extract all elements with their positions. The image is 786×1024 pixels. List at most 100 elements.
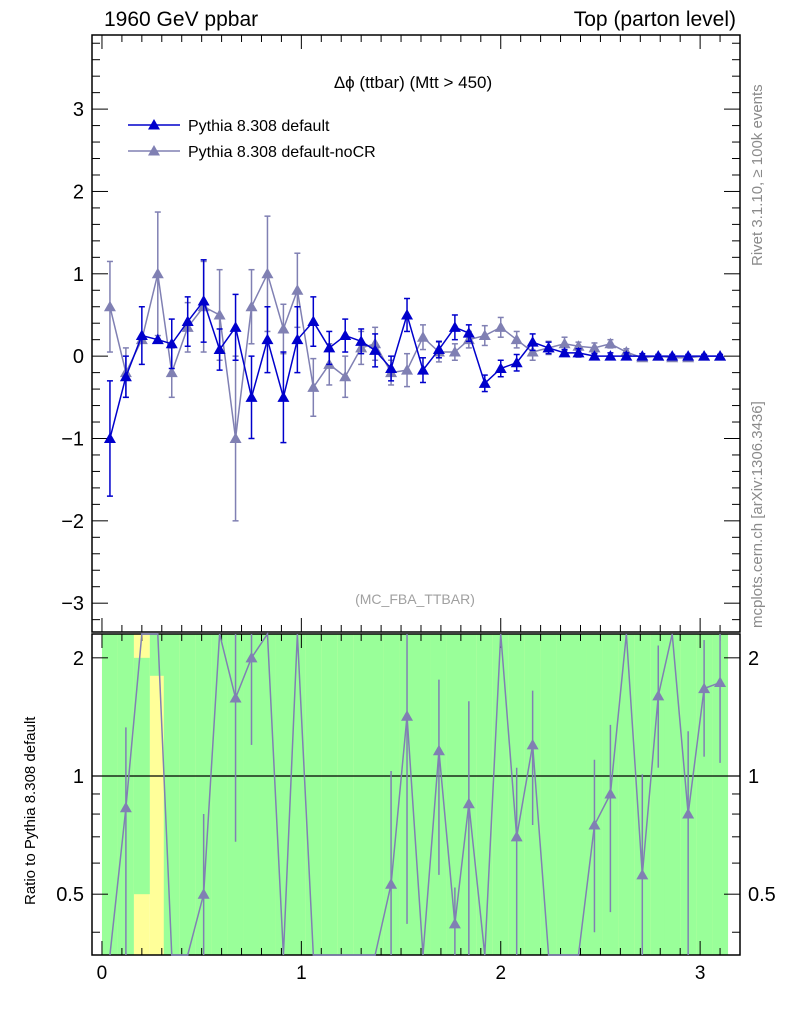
data-point: [714, 350, 727, 361]
data-point: [261, 267, 274, 279]
series-line-1: [109, 271, 721, 439]
data-point: [165, 366, 178, 378]
data-point: [165, 337, 178, 349]
main-frame: [91, 34, 741, 633]
data-point: [213, 308, 226, 320]
data-point: [636, 350, 649, 361]
ratio-band-green: [415, 634, 431, 955]
data-point: [588, 341, 601, 353]
ratio-band-yellow: [149, 634, 166, 955]
ratio-band-green: [321, 634, 338, 955]
ratio-band-green: [179, 634, 196, 955]
ratio-band-green: [195, 634, 212, 955]
data-point: [307, 381, 320, 392]
data-point: [558, 346, 571, 358]
ratio-band-green: [211, 634, 228, 955]
ratio-frame: [91, 633, 741, 956]
ratio-y-tick-label: 2: [73, 648, 84, 670]
ratio-band-green: [243, 634, 260, 955]
data-point: [494, 321, 507, 332]
data-point: [666, 350, 679, 361]
data-point: [369, 344, 382, 355]
data-point: [151, 333, 164, 345]
data-point: [510, 333, 523, 345]
ratio-point: [682, 808, 695, 819]
analysis-label: (MC_FBA_TTBAR): [355, 591, 475, 607]
data-point: [416, 364, 429, 375]
data-point: [213, 343, 226, 355]
data-point: [119, 370, 132, 382]
data-point: [245, 300, 258, 312]
ratio-point: [510, 830, 523, 842]
data-point: [494, 362, 507, 373]
main-y-tick-label: −2: [61, 511, 84, 533]
ratio-y-tick-label: 1: [73, 766, 84, 788]
ratio-point: [197, 888, 210, 899]
data-point: [526, 336, 539, 347]
data-point: [151, 267, 164, 279]
ratio-band-green: [259, 634, 276, 955]
x-tick-label: 1: [296, 963, 307, 984]
data-point: [510, 356, 523, 368]
legend-marker: [148, 119, 160, 130]
ratio-band-green: [540, 634, 557, 955]
ratio-band-green: [650, 634, 667, 955]
ratio-point: [652, 689, 665, 701]
data-point: [339, 370, 352, 382]
data-point: [245, 391, 258, 402]
ratio-band-green: [570, 634, 587, 955]
ratio-y-tick-label-right: 2: [748, 648, 759, 670]
header-right: Top (parton level): [573, 8, 736, 31]
data-point: [323, 341, 336, 353]
main-y-tick-label: 3: [73, 99, 84, 121]
data-point: [103, 432, 116, 443]
ratio-band-green: [305, 634, 322, 955]
data-point: [103, 300, 116, 312]
ratio-point: [119, 801, 132, 813]
x-tick-label: 3: [695, 963, 706, 984]
data-point: [385, 362, 398, 373]
data-point: [291, 333, 304, 345]
data-point: [432, 343, 445, 355]
data-point: [620, 350, 633, 361]
data-point: [448, 321, 461, 332]
data-point: [277, 322, 290, 334]
ratio-point: [714, 676, 727, 688]
data-point: [698, 350, 711, 361]
main-y-tick-label: −1: [61, 428, 84, 450]
data-point: [135, 329, 148, 341]
ratio-y-tick-label-right: 0.5: [748, 884, 776, 906]
main-y-tick-label: 2: [73, 181, 84, 203]
ratio-band-green: [367, 634, 384, 955]
ratio-point: [462, 797, 475, 809]
main-y-tick-label: 0: [73, 346, 84, 368]
data-point: [277, 391, 290, 402]
data-point: [291, 284, 304, 295]
ratio-point: [385, 878, 398, 889]
ratio-point: [448, 917, 461, 929]
data-point: [229, 321, 242, 332]
data-point: [339, 329, 352, 341]
data-point: [542, 341, 555, 353]
data-point: [197, 294, 210, 306]
ratio-point: [588, 819, 601, 830]
data-point: [229, 432, 242, 443]
ratio-band-green: [556, 634, 573, 955]
data-point: [462, 327, 475, 338]
legend-marker: [148, 145, 160, 156]
data-point: [355, 335, 368, 346]
ratio-band-green: [101, 634, 118, 955]
x-tick-label: 0: [97, 963, 108, 984]
data-point: [558, 337, 571, 349]
ratio-band-green: [664, 634, 681, 955]
ratio-point: [245, 651, 258, 663]
data-point: [604, 350, 617, 361]
data-point: [682, 350, 695, 361]
ratio-point: [698, 682, 711, 694]
ratio-band-green: [163, 634, 180, 955]
data-point: [478, 329, 491, 341]
ratio-band-green: [353, 634, 370, 955]
main-y-tick-label: 1: [73, 264, 84, 286]
data-point: [478, 377, 491, 388]
